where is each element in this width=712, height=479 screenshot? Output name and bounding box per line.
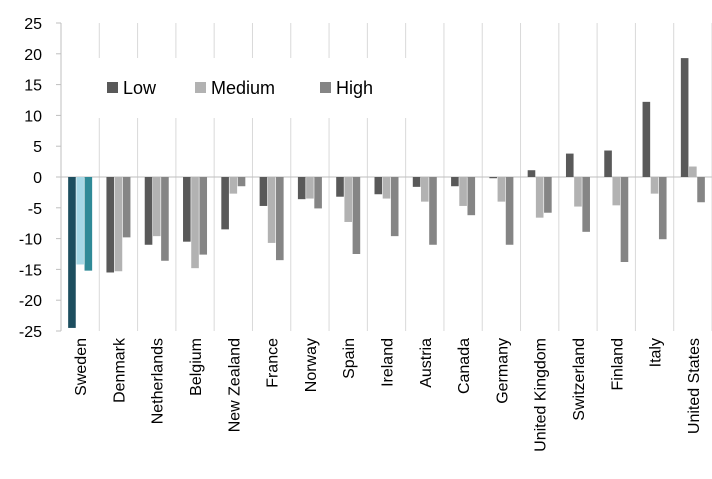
y-tick-label: -15 <box>19 262 42 279</box>
y-tick-label: 25 <box>24 16 42 33</box>
x-tick-label-canada: Canada <box>456 338 473 394</box>
bar-finland-medium <box>612 177 621 206</box>
x-tick-label-finland: Finland <box>609 338 626 390</box>
y-tick-label: -5 <box>28 201 42 218</box>
bar-switzerland-low <box>565 153 574 177</box>
x-tick-label-belgium: Belgium <box>188 338 205 396</box>
bar-finland-high <box>620 177 629 263</box>
bar-austria-high <box>429 177 437 245</box>
y-tick-label: 15 <box>24 78 42 95</box>
bar-germany-medium <box>497 177 506 202</box>
bar-united-states-medium <box>689 166 697 177</box>
y-tick-label: -10 <box>19 232 42 249</box>
x-tick-label-denmark: Denmark <box>111 337 128 403</box>
bar-new-zealand-high <box>237 177 246 187</box>
bar-canada-medium <box>459 177 467 206</box>
bar-sweden-low <box>68 177 76 328</box>
legend-box <box>68 58 409 118</box>
x-tick-label-sweden: Sweden <box>73 338 90 396</box>
bar-switzerland-medium <box>574 177 582 207</box>
bar-austria-low <box>412 177 421 187</box>
x-tick-label-norway: Norway <box>303 338 320 392</box>
x-tick-label-france: France <box>265 338 282 388</box>
bar-france-low <box>259 177 268 206</box>
legend-label-high: High <box>336 78 373 98</box>
x-tick-label-new-zealand: New Zealand <box>226 338 243 432</box>
bar-ireland-high <box>390 177 399 237</box>
bar-united-states-high <box>697 177 705 203</box>
bar-norway-low <box>297 177 306 200</box>
bar-denmark-medium <box>114 177 123 272</box>
bar-canada-low <box>451 177 459 187</box>
bar-italy-low <box>642 101 651 177</box>
bar-netherlands-medium <box>152 177 161 237</box>
legend-swatch-high <box>320 82 331 93</box>
bar-sweden-high <box>84 177 93 271</box>
bar-denmark-low <box>106 177 115 273</box>
x-tick-label-austria: Austria <box>418 338 435 388</box>
bar-france-high <box>276 177 284 261</box>
bar-netherlands-high <box>161 177 169 261</box>
bar-netherlands-low <box>144 177 153 245</box>
bar-italy-high <box>658 177 667 240</box>
bar-germany-high <box>505 177 514 245</box>
y-axis <box>56 22 62 332</box>
bar-france-medium <box>267 177 276 243</box>
bar-belgium-low <box>183 177 191 242</box>
x-tick-labels: Sweden Denmark Netherlands Belgium New Zeala… <box>73 337 703 452</box>
bar-spain-medium <box>344 177 353 222</box>
y-tick-label: -20 <box>19 293 42 310</box>
x-tick-label-spain: Spain <box>341 338 358 379</box>
x-tick-label-germany: Germany <box>494 338 511 404</box>
x-tick-label-switzerland: Switzerland <box>571 338 588 421</box>
x-tick-label-united-kingdom: United Kingdom <box>533 338 550 452</box>
bar-united-kingdom-high <box>544 177 552 213</box>
x-tick-label-ireland: Ireland <box>380 338 397 387</box>
bar-switzerland-high <box>582 177 590 232</box>
x-tick-label-italy: Italy <box>648 338 665 367</box>
bar-denmark-high <box>122 177 131 238</box>
bar-united-states-low <box>680 58 689 177</box>
bar-spain-low <box>336 177 344 197</box>
y-tick-label: 20 <box>24 47 42 64</box>
legend-swatch-medium <box>195 82 206 93</box>
y-tick-label: 5 <box>33 139 42 156</box>
bar-new-zealand-medium <box>229 177 238 194</box>
bar-belgium-high <box>199 177 208 255</box>
bar-canada-high <box>467 177 476 216</box>
bar-belgium-medium <box>191 177 199 269</box>
bar-united-kingdom-low <box>527 170 536 177</box>
y-tick-labels: 25 20 15 10 5 0 -5 -10 -15 -20 -25 <box>19 16 42 341</box>
bar-ireland-low <box>374 177 383 195</box>
bar-sweden-medium <box>76 177 84 265</box>
legend-swatch-low <box>107 82 118 93</box>
y-tick-label: 10 <box>24 108 42 125</box>
bar-spain-high <box>352 177 361 254</box>
bar-austria-medium <box>420 177 429 202</box>
x-tick-label-united-states: United States <box>686 338 703 434</box>
bars <box>68 58 705 328</box>
bar-norway-high <box>314 177 322 209</box>
x-tick-label-netherlands: Netherlands <box>150 338 167 424</box>
legend-label-low: Low <box>123 78 157 98</box>
legend: Low Medium High <box>68 58 409 118</box>
bar-new-zealand-low <box>221 177 229 230</box>
bar-norway-medium <box>306 177 314 199</box>
y-tick-label: -25 <box>19 324 42 341</box>
bar-finland-low <box>604 150 612 177</box>
bar-united-kingdom-medium <box>535 177 544 218</box>
bar-italy-medium <box>650 177 659 194</box>
bar-germany-low <box>489 177 497 179</box>
bar-ireland-medium <box>382 177 391 199</box>
legend-label-medium: Medium <box>211 78 275 98</box>
y-tick-label: 0 <box>33 170 42 187</box>
